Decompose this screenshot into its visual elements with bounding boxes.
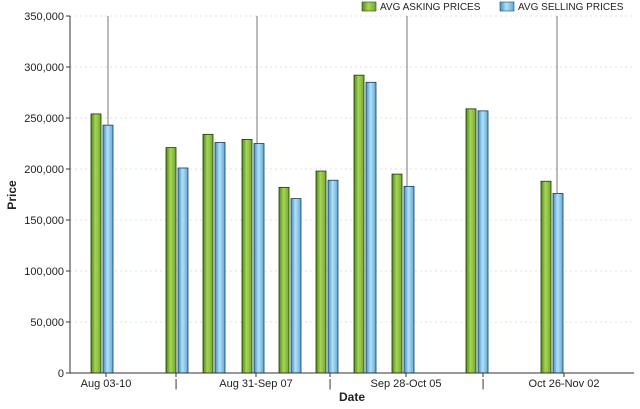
bar-selling-price [552,193,564,374]
x-tick-label: Oct 26-Nov 02 [529,378,600,390]
x-tick-label: Sep 28-Oct 05 [371,378,442,390]
bar-asking-price [315,170,327,374]
bar-selling-price [102,124,114,374]
x-tick-label: | [329,378,332,390]
bar-asking-price [202,133,214,374]
legend-swatch-selling [499,1,515,12]
y-tick-label: 50,000 [30,317,64,329]
bar-asking-price [165,147,177,374]
x-tick-label: | [482,378,485,390]
y-tick-label: 150,000 [24,215,64,227]
x-tick-label: | [175,378,178,390]
bars [90,74,564,374]
bar-selling-price [365,81,377,374]
bar-selling-price [214,142,226,374]
y-tick-label: 350,000 [24,11,64,23]
legend-swatch-asking [361,1,377,12]
bar-selling-price [290,198,302,374]
bar-asking-price [241,139,253,374]
legend-label-asking: AVG ASKING PRICES [380,2,481,13]
y-tick-label: 250,000 [24,113,64,125]
y-tick-label: 300,000 [24,62,64,74]
y-axis-title: Price [5,180,19,210]
bar-selling-price [177,167,189,374]
legend-label-selling: AVG SELLING PRICES [518,2,624,13]
y-tick-label: 0 [58,368,64,380]
bar-asking-price [353,74,365,374]
x-tick-label: Aug 03-10 [81,378,132,390]
legend: AVG ASKING PRICES AVG SELLING PRICES [361,1,624,13]
y-tick-labels: 0 50,000 100,000 150,000 200,000 250,000 300,0… [24,11,70,380]
bar-asking-price [90,113,102,374]
bar-asking-price [278,186,290,374]
y-tick-label: 200,000 [24,164,64,176]
bar-selling-price [403,185,415,374]
y-tick-label: 100,000 [24,266,64,278]
bar-asking-price [540,180,552,374]
bar-selling-price [253,143,265,374]
bar-asking-price [391,173,403,374]
x-tick-label: Aug 31-Sep 07 [219,378,292,390]
x-axis-title: Date [339,390,365,404]
bar-selling-price [327,179,339,374]
bar-asking-price [465,108,477,374]
bar-selling-price [477,110,489,374]
x-tick-labels: Aug 03-10 | Aug 31-Sep 07 | Sep 28-Oct 05 | Oc… [81,373,600,390]
grid-lines [70,15,634,323]
